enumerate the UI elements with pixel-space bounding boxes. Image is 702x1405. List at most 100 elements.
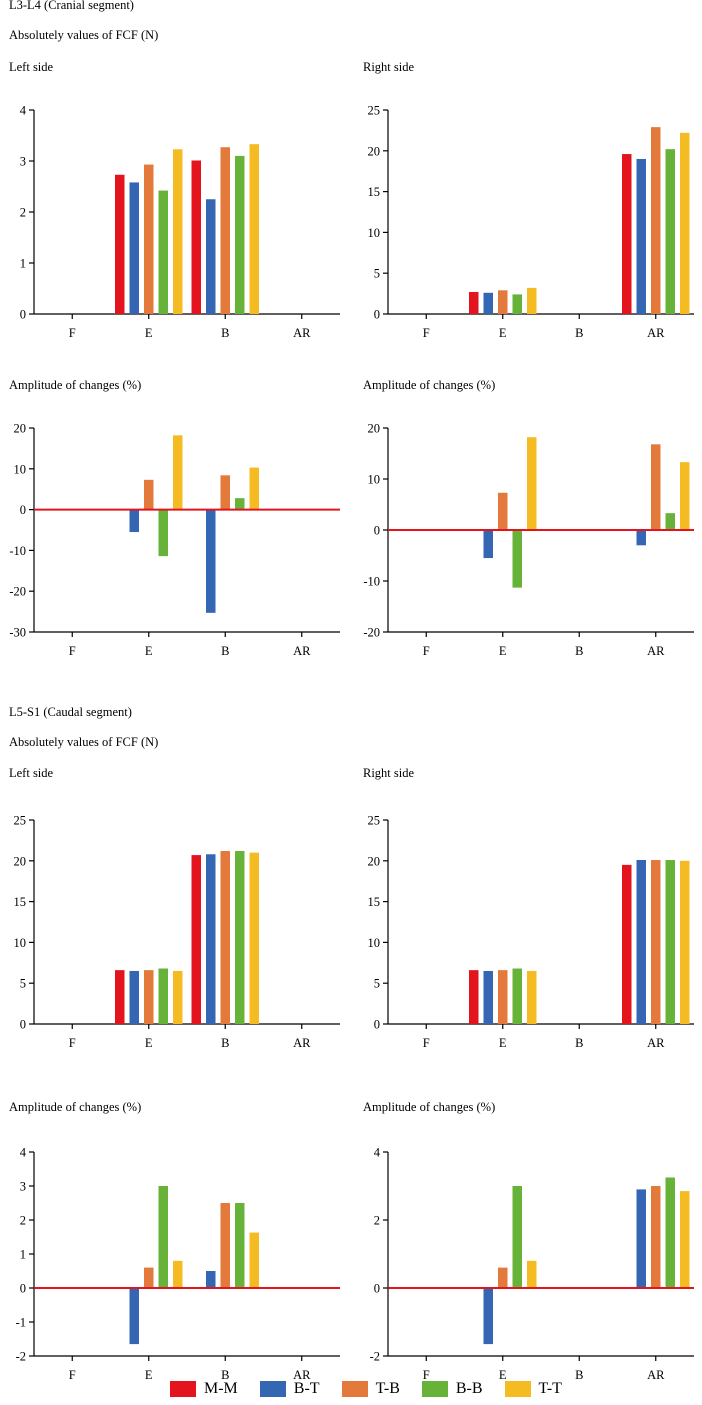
bar-m-m-b <box>191 160 201 314</box>
bar-t-b-b <box>220 475 230 510</box>
y-tick-label: -2 <box>370 1350 380 1364</box>
x-tick-label: F <box>69 644 76 658</box>
legend-item-t-t: T-T <box>504 1380 562 1398</box>
bar-t-t-e <box>173 970 183 1024</box>
bar-m-m-e <box>115 970 125 1024</box>
bar-t-b-e <box>498 1267 508 1288</box>
bar-b-t-e <box>483 530 493 559</box>
bar-t-t-e <box>527 437 537 530</box>
bar-b-t-e <box>483 292 493 314</box>
bar-b-b-e <box>512 968 522 1024</box>
y-tick-label: 0 <box>374 1282 380 1296</box>
chart-cranial-right-absolute: 0 5 10 15 20 25 F E B AR <box>368 104 694 340</box>
bar-t-b-ar <box>651 444 661 530</box>
amp-right-title-cranial: Amplitude of changes (%) <box>363 378 496 392</box>
y-tick-label: 0 <box>20 308 26 322</box>
x-tick-label: E <box>499 326 507 340</box>
bar-t-b-b <box>220 851 230 1024</box>
x-tick-label: F <box>423 326 430 340</box>
x-tick-label: E <box>499 1368 507 1382</box>
y-tick-label: 1 <box>20 257 26 271</box>
bar-t-t-ar <box>680 462 690 530</box>
bar-t-t-e <box>527 1260 537 1288</box>
y-tick-label: 20 <box>368 422 381 436</box>
bar-m-m-e <box>469 291 479 314</box>
bar-t-b-ar <box>651 1186 661 1288</box>
bar-b-b-ar <box>665 149 675 314</box>
bar-t-t-e <box>527 970 537 1024</box>
x-tick-label: AR <box>647 1368 665 1382</box>
y-tick-label: 3 <box>20 1180 26 1194</box>
bar-t-b-e <box>498 492 508 530</box>
x-tick-label: AR <box>647 1036 665 1050</box>
bar-b-t-b <box>206 509 216 613</box>
x-tick-label: B <box>221 644 229 658</box>
x-tick-label: E <box>145 326 153 340</box>
y-tick-label: 0 <box>20 1282 26 1296</box>
y-tick-label: -20 <box>363 626 380 640</box>
bar-t-b-e <box>144 1267 154 1288</box>
y-tick-label: 10 <box>368 936 381 950</box>
bar-b-b-b <box>235 155 245 314</box>
x-tick-label: F <box>69 1036 76 1050</box>
legend-item-b-t: B-T <box>259 1380 320 1398</box>
x-tick-label: B <box>221 326 229 340</box>
chart-caudal-right-absolute: 0 5 10 15 20 25 F E B AR <box>368 814 694 1050</box>
x-tick-label: F <box>423 644 430 658</box>
bar-b-b-e <box>158 190 168 314</box>
bar-t-t-e <box>173 1260 183 1288</box>
bar-t-t-b <box>249 1232 259 1288</box>
x-tick-label: F <box>69 1368 76 1382</box>
bar-t-b-e <box>144 164 154 314</box>
bar-t-t-b <box>249 144 259 314</box>
bar-b-b-e <box>512 530 522 588</box>
bar-t-t-e <box>173 149 183 314</box>
bar-t-t-ar <box>680 1191 690 1288</box>
amp-left-title-caudal: Amplitude of changes (%) <box>9 1100 142 1114</box>
bar-b-t-ar <box>636 158 646 314</box>
right-side-title-caudal: Right side <box>363 766 415 780</box>
y-tick-label: 5 <box>374 977 380 991</box>
right-side-title-cranial: Right side <box>363 60 415 74</box>
y-tick-label: 20 <box>14 854 27 868</box>
bar-b-b-e <box>512 294 522 314</box>
y-tick-label: 10 <box>368 473 381 487</box>
y-tick-label: 0 <box>374 308 380 322</box>
bar-b-b-e <box>512 1186 522 1288</box>
section-title-cranial: L3-L4 (Cranial segment) <box>9 0 134 12</box>
chart-cranial-left-amplitude: -30 -20 -10 0 10 20 F E B AR <box>9 422 340 658</box>
bar-b-b-ar <box>665 859 675 1024</box>
bar-b-t-ar <box>636 530 646 546</box>
x-tick-label: E <box>145 644 153 658</box>
y-tick-label: -20 <box>9 585 26 599</box>
bar-t-t-ar <box>680 132 690 314</box>
legend-label: T-B <box>375 1380 400 1397</box>
x-tick-label: B <box>575 1368 583 1382</box>
x-tick-label: E <box>499 644 507 658</box>
x-tick-label: AR <box>293 1368 311 1382</box>
x-tick-label: B <box>575 1036 583 1050</box>
bar-m-m-ar <box>622 864 632 1024</box>
y-tick-label: 20 <box>14 422 27 436</box>
bar-b-t-b <box>206 1271 216 1288</box>
y-tick-label: 5 <box>20 977 26 991</box>
left-side-title-cranial: Left side <box>9 60 54 74</box>
amp-right-title-caudal: Amplitude of changes (%) <box>363 1100 496 1114</box>
y-tick-label: 15 <box>368 895 381 909</box>
bar-b-t-e <box>129 1288 139 1345</box>
bar-b-b-e <box>158 968 168 1024</box>
bar-b-t-e <box>129 509 139 533</box>
abs-title-cranial: Absolutely values of FCF (N) <box>9 28 159 42</box>
bar-b-t-e <box>483 1288 493 1345</box>
y-tick-label: 10 <box>14 462 27 476</box>
bar-m-m-ar <box>622 154 632 314</box>
x-tick-label: F <box>69 326 76 340</box>
y-tick-label: 0 <box>374 524 380 538</box>
amp-left-title-cranial: Amplitude of changes (%) <box>9 378 142 392</box>
x-tick-label: E <box>145 1368 153 1382</box>
bar-t-t-b <box>249 852 259 1024</box>
bar-b-t-e <box>129 182 139 314</box>
chart-caudal-left-amplitude: -2 -1 0 1 2 3 4 F E B AR <box>16 1146 340 1382</box>
x-tick-label: B <box>575 644 583 658</box>
legend-label: M-M <box>204 1380 238 1397</box>
